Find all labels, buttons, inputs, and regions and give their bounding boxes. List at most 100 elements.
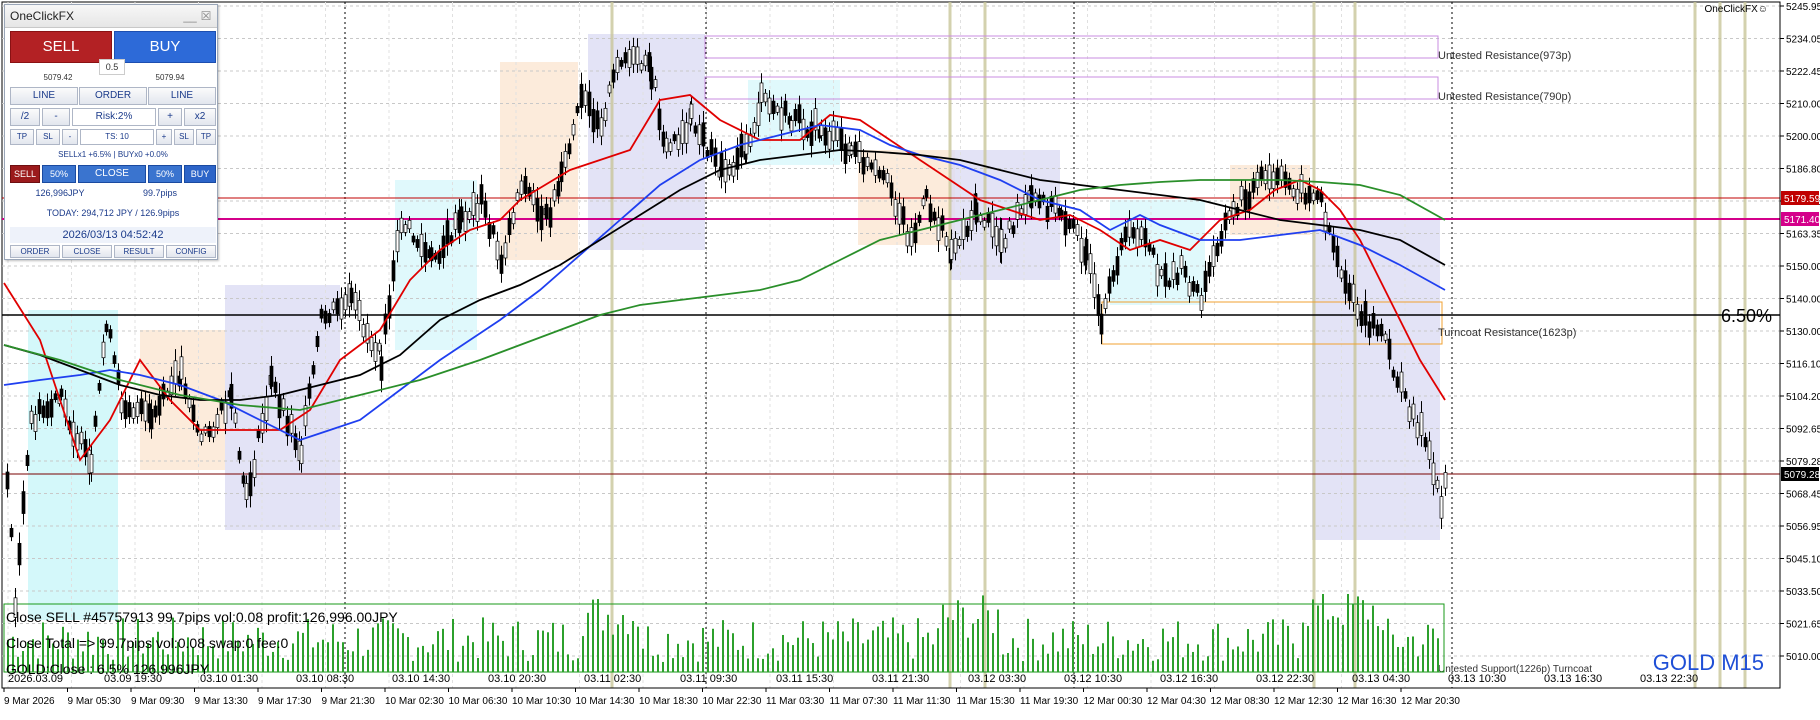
tab-close[interactable]: CLOSE (62, 245, 112, 258)
candle-body (819, 124, 824, 136)
candle-body (719, 152, 724, 177)
profit-jpy: 126,996JPY (35, 188, 85, 198)
candle-body (901, 206, 906, 225)
trailing-stop-field[interactable]: TS: 10 (80, 129, 154, 145)
oneclickfx-panel[interactable]: OneClickFX __ ☒ SELL BUY 0.5 5079.42 507… (4, 4, 218, 260)
candle-body (556, 181, 561, 197)
sell-line-button[interactable]: LINE (10, 87, 78, 105)
session-label: 03.13 10:30 (1448, 673, 1506, 685)
session-label: 03.11 02:30 (584, 673, 641, 685)
candle-body (731, 162, 736, 177)
candle-body (519, 180, 524, 195)
sell-tp-button[interactable]: TP (10, 129, 34, 145)
session-label: 03.12 10:30 (1064, 673, 1122, 685)
candle-body (615, 56, 620, 73)
candle-body (861, 157, 866, 175)
buy-button[interactable]: BUY (114, 31, 216, 63)
candle-body (571, 124, 576, 136)
candle-body (483, 200, 488, 218)
candle-body (323, 310, 328, 324)
ask-price: 5079.94 (155, 73, 185, 82)
sell-close-button[interactable]: SELL (10, 165, 40, 183)
minimize-button[interactable]: __ (183, 9, 197, 23)
buy-close-button[interactable]: BUY (184, 165, 216, 183)
buy-line-button[interactable]: LINE (148, 87, 216, 105)
candle-body (1343, 270, 1348, 294)
risk-field[interactable]: Risk:2% (72, 108, 156, 126)
candle-body (248, 472, 253, 497)
candle-body (1307, 185, 1312, 204)
time-axis-label: 10 Mar 10:30 (512, 696, 571, 707)
sell-button[interactable]: SELL (10, 31, 112, 63)
candle-body (315, 335, 320, 348)
time-axis-label: 10 Mar 18:30 (639, 696, 698, 707)
candle-body (1295, 188, 1300, 204)
candle-body (273, 381, 278, 393)
candle-body (1011, 225, 1016, 235)
candle-body (1219, 231, 1224, 247)
candle-body (1431, 462, 1436, 486)
ts-minus-button[interactable]: - (62, 129, 78, 145)
candle-body (1415, 422, 1420, 439)
datetime-display: 2026/03/13 04:52:42 (10, 227, 216, 243)
candle-body (33, 414, 38, 432)
candle-body (1183, 265, 1188, 278)
buy-sl-button[interactable]: SL (174, 129, 194, 145)
candle-body (495, 240, 500, 261)
candle-body (999, 229, 1004, 253)
buy-half-close-button[interactable]: 50% (148, 165, 182, 183)
candle-body (994, 226, 999, 247)
sell-half-close-button[interactable]: 50% (42, 165, 76, 183)
candle-body (639, 63, 644, 71)
buy-tp-button[interactable]: TP (196, 129, 216, 145)
candle-body (676, 134, 681, 150)
panel-titlebar[interactable]: OneClickFX __ ☒ (5, 5, 217, 28)
candle-body (507, 218, 512, 235)
candle-body (843, 143, 848, 165)
candle-body (93, 415, 98, 427)
candle-body (369, 337, 374, 351)
candle-body (1311, 192, 1316, 202)
candle-body (169, 375, 174, 396)
candle-body (1111, 270, 1116, 282)
risk-plus-button[interactable]: + (158, 108, 182, 126)
candle-body (1407, 406, 1412, 422)
candle-body (191, 404, 196, 422)
candle-body (179, 356, 184, 380)
candle-body (387, 295, 392, 319)
candle-body (1151, 247, 1156, 255)
candle-body (877, 169, 882, 179)
close-all-button[interactable]: CLOSE (78, 165, 146, 183)
session-label: 03.10 08:30 (296, 673, 354, 685)
price-scale-label: 5092.65 (1786, 425, 1820, 436)
candle-body (108, 329, 113, 339)
candle-body (445, 220, 450, 245)
candle-body (1363, 301, 1368, 326)
candle-body (1179, 255, 1184, 269)
candle-body (241, 475, 246, 484)
candle-body (913, 222, 918, 244)
session-label: 2026.03.09 (8, 673, 63, 685)
ts-plus-button[interactable]: + (156, 129, 172, 145)
sell-sl-button[interactable]: SL (36, 129, 60, 145)
close-window-icon[interactable]: ☒ (200, 9, 212, 23)
lot-double-button[interactable]: x2 (184, 108, 216, 126)
risk-minus-button[interactable]: - (42, 108, 70, 126)
tab-result[interactable]: RESULT (114, 245, 164, 258)
candle-body (135, 401, 140, 417)
lot-half-button[interactable]: /2 (10, 108, 40, 126)
price-scale-label: 5210.00 (1786, 100, 1820, 111)
candle-body (889, 182, 894, 199)
price-tag-bg (1781, 467, 1819, 481)
time-axis-label: 12 Mar 08:30 (1211, 696, 1270, 707)
tab-order[interactable]: ORDER (10, 245, 60, 258)
candle-body (37, 399, 42, 415)
order-button[interactable]: ORDER (79, 87, 147, 105)
candle-body (1335, 245, 1340, 268)
tab-config[interactable]: CONFIG (166, 245, 216, 258)
candle-body (419, 233, 424, 257)
candle-body (631, 46, 636, 65)
candle-body (1423, 437, 1428, 448)
candle-body (293, 433, 298, 451)
